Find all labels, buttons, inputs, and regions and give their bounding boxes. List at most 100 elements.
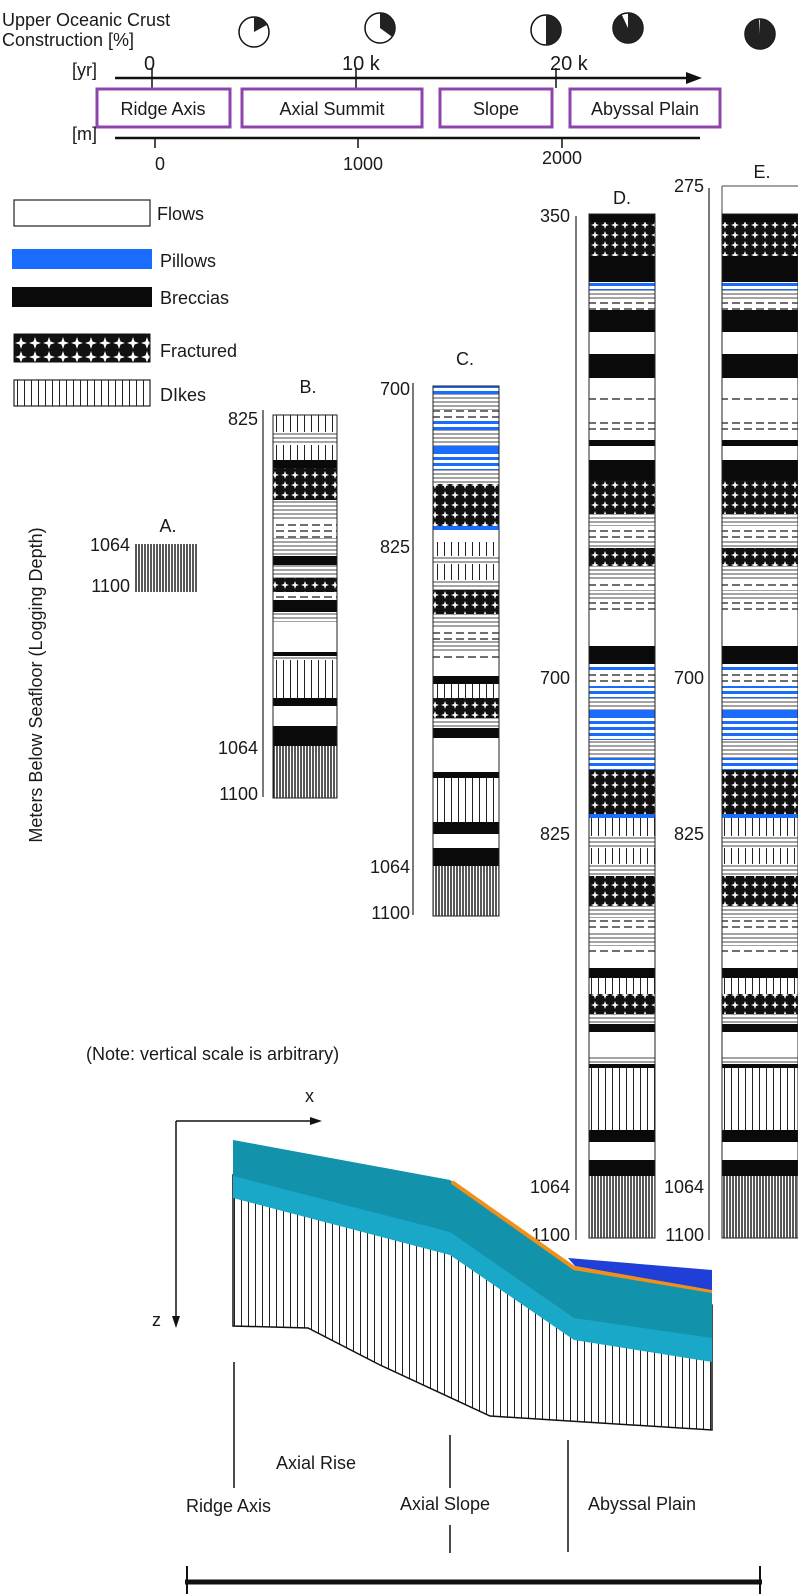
colE-layer-brec	[722, 646, 798, 664]
colB-layer-dikes	[273, 415, 337, 432]
colE-layer-lines	[722, 932, 798, 946]
scale-note: (Note: vertical scale is arbitrary)	[86, 1044, 339, 1064]
colE-layer-flows	[722, 404, 798, 420]
colE-layer-frac	[722, 994, 798, 1014]
colD-layer-frac	[589, 222, 655, 256]
colD-layer-lines	[589, 836, 655, 848]
colD-layer-brec	[589, 646, 655, 664]
pie-2	[364, 12, 396, 44]
colD-layer-blue	[589, 282, 655, 290]
colB-layer-lines	[273, 656, 337, 660]
column-e-log	[721, 213, 798, 1239]
colC-layer-pill	[433, 446, 499, 452]
colC-layer-blue	[433, 420, 499, 430]
legend-label-fractured: Fractured	[160, 341, 237, 361]
colD-layer-flows	[589, 956, 655, 968]
colD-layer-flows	[589, 332, 655, 354]
colE-layer-dash	[722, 526, 798, 540]
colB-layer-brec	[273, 556, 337, 565]
colE-layer-dash	[722, 918, 798, 932]
colE-layer-brec	[722, 1160, 798, 1176]
colE-layer-lines	[722, 590, 798, 600]
colC-layer-dikes	[433, 778, 499, 822]
column-e-title: E.	[753, 162, 770, 182]
pie-5	[744, 18, 776, 50]
legend-label-dikes: DIkes	[160, 385, 206, 405]
m-tick-1000: 1000	[343, 154, 383, 174]
colC-layer-frac	[433, 590, 499, 614]
colD-layer-dikes	[589, 848, 655, 864]
colD-layer-dash	[589, 672, 655, 686]
zone-abyssal-plain: Abyssal Plain	[591, 99, 699, 119]
colD-layer-frac	[589, 876, 655, 906]
colB-layer-lines	[273, 612, 337, 622]
column-d-depth-825: 825	[540, 824, 570, 844]
colD-layer-blue	[589, 686, 655, 698]
colE-layer-lines	[722, 566, 798, 580]
colC-layer-flows	[433, 530, 499, 542]
colE-layer-brec	[722, 1130, 798, 1142]
column-e-depth-700: 700	[674, 668, 704, 688]
colC-layer-flows	[433, 738, 499, 772]
column-a-depth-1064: 1064	[90, 535, 130, 555]
cross-section: x z Axial Rise Ridge Axis Axial Slope Ab…	[152, 1086, 762, 1594]
colC-layer-lines	[433, 614, 499, 628]
colC-layer-flows	[433, 834, 499, 848]
colC-layer-lines	[433, 580, 499, 590]
legend-swatch-dikes	[13, 379, 151, 407]
colE-layer-lines	[722, 740, 798, 758]
colC-layer-frac	[433, 698, 499, 718]
colD-layer-brec	[589, 1160, 655, 1176]
column-c-depth-1100: 1100	[371, 903, 410, 923]
column-a-title: A.	[159, 516, 176, 536]
column-d-depth-700: 700	[540, 668, 570, 688]
z-axis-label: z	[152, 1310, 161, 1330]
legend-swatch-flows	[13, 199, 151, 227]
y-axis-label: Meters Below Seafloor (Logging Depth)	[26, 527, 46, 842]
column-b-depth-1100: 1100	[219, 784, 258, 804]
colE-layer-blue	[722, 718, 798, 740]
legend-swatch-breccias	[12, 287, 152, 307]
colC-layer-blue	[433, 386, 499, 394]
colD-layer-dense	[589, 1176, 655, 1238]
column-e-depth-1064: 1064	[664, 1177, 704, 1197]
colC-layer-pill	[433, 526, 499, 530]
m-tick-0: 0	[155, 154, 165, 174]
colE-layer-pill	[722, 814, 798, 818]
colB-layer-dikes	[273, 445, 337, 460]
colD-layer-flows	[589, 1142, 655, 1160]
colC-layer-dash	[433, 628, 499, 640]
colC-layer-brec	[433, 676, 499, 684]
time-axis-arrow-icon	[686, 72, 702, 84]
colB-layer-lines	[273, 500, 337, 520]
colE-layer-frac	[722, 548, 798, 566]
colE-layer-flows	[722, 1142, 798, 1160]
colD-layer-pill	[589, 710, 655, 718]
colE-layer-lines	[722, 906, 798, 918]
colD-layer-brec	[589, 1024, 655, 1032]
legend	[12, 199, 152, 407]
colC-layer-brec	[433, 772, 499, 778]
colD-layer-brec	[589, 354, 655, 378]
colE-layer-frac	[722, 770, 798, 814]
colE-layer-dikes	[722, 818, 798, 836]
legend-swatch-pillows	[12, 249, 152, 269]
colC-layer-dikes	[433, 542, 499, 556]
colD-layer-blue	[589, 718, 655, 740]
colD-layer-lines	[589, 932, 655, 946]
column-b-depth-1064: 1064	[218, 738, 258, 758]
zone-box-axial-summit	[240, 87, 424, 129]
x-axis-label: x	[305, 1086, 314, 1106]
colE-layer-dash	[722, 396, 798, 404]
colE-layer-lines	[722, 514, 798, 526]
colE-layer-brec	[722, 256, 798, 282]
zone-slope: Slope	[473, 99, 519, 119]
x-axis-arrow-icon	[310, 1117, 322, 1125]
colE-layer-flows	[722, 956, 798, 968]
colD-layer-frac	[589, 994, 655, 1014]
colD-layer-lines	[589, 540, 655, 548]
colD-layer-dash	[589, 580, 655, 590]
label-axial-slope: Axial Slope	[400, 1494, 490, 1514]
colE-layer-lines	[722, 290, 798, 300]
